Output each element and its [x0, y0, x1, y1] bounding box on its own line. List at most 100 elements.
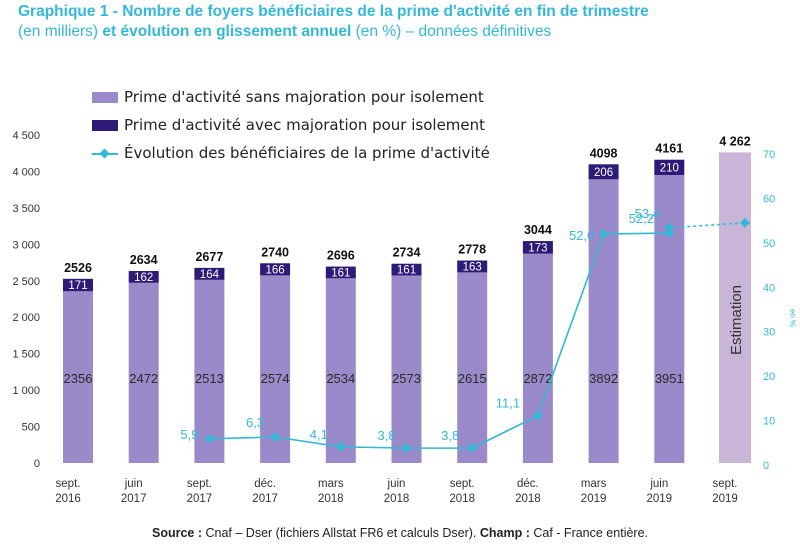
bar-label-sans-majoration: 2534: [326, 371, 355, 386]
line-point: [270, 432, 281, 442]
source-label: Source :: [151, 526, 202, 540]
bar-avec-majoration: [457, 260, 488, 273]
bar-sans-majoration: [128, 282, 159, 463]
bar-avec-majoration: [325, 266, 356, 279]
line-point: [598, 229, 609, 239]
line-data-label: 53,4: [635, 206, 660, 221]
champ-label: Champ :: [479, 526, 530, 540]
bar-total-label: 4098: [590, 146, 618, 160]
line-segment: [603, 232, 670, 235]
x-tick-label-period: sept.: [713, 478, 738, 490]
bar-total-label: 2526: [64, 261, 92, 275]
y-right-axis-label: en %: [788, 309, 797, 327]
bar-label-avec-majoration: 162: [134, 272, 153, 284]
y-right-tick-label: 40: [763, 282, 775, 294]
x-tick-label-period: juin: [124, 478, 143, 490]
source-text: Cnaf – Dser (fichiers Allstat FR6 et cal…: [205, 526, 477, 540]
y-left-tick-label: 3 000: [12, 239, 40, 251]
bar-total-label: 3044: [524, 223, 552, 237]
legend-label-evolution: Évolution des bénéficiaires de la prime …: [124, 144, 490, 162]
y-left-tick-label: 2 000: [12, 312, 40, 324]
bar-avec-majoration: [391, 263, 422, 276]
y-right-tick-label: 50: [763, 238, 775, 250]
x-tick-label-year: 2016: [55, 493, 81, 505]
x-tick-label-year: 2018: [449, 493, 475, 505]
chart-source: Source : Cnaf – Dser (fichiers Allstat F…: [0, 526, 800, 540]
x-tick-label-year: 2019: [712, 493, 738, 505]
chart-title: Graphique 1 - Nombre de foyers bénéficia…: [18, 2, 788, 42]
line-segment: [209, 436, 276, 440]
line-point: [335, 441, 346, 452]
line-point: [532, 410, 543, 421]
bar-total-label: 4 262: [719, 134, 750, 148]
bar-sans-majoration: [325, 278, 356, 463]
bar-label-avec-majoration: 171: [68, 280, 87, 292]
bar-label-sans-majoration: 2872: [523, 371, 552, 386]
x-tick-label-year: 2017: [187, 493, 213, 505]
x-tick-label-year: 2018: [515, 493, 541, 505]
bar-label-sans-majoration: 2574: [261, 371, 290, 386]
line-segment: [471, 414, 539, 449]
estimate-label: Estimation: [728, 285, 745, 355]
y-left-tick-label: 1 000: [12, 385, 40, 397]
bar-avec-majoration: [128, 271, 159, 283]
x-tick-label-year: 2018: [318, 493, 344, 505]
line-data-label: 52,0: [569, 228, 594, 243]
bar-label-sans-majoration: 3951: [655, 371, 684, 386]
line-data-label: 4,1: [310, 427, 328, 442]
x-tick-label-year: 2017: [121, 493, 147, 505]
bar-sans-majoration: [457, 272, 488, 463]
line-segment: [340, 445, 407, 449]
y-right-tick-label: 70: [763, 149, 775, 161]
bar-label-sans-majoration: 3892: [589, 371, 618, 386]
y-right-tick-label: 20: [763, 371, 775, 383]
bar-total-label: 2696: [327, 249, 355, 263]
bar-avec-majoration: [588, 164, 619, 180]
line-point: [664, 228, 675, 239]
champ-text: Caf - France entière.: [533, 526, 649, 540]
legend-swatch-sans-majoration: [92, 92, 118, 103]
line-data-label: 11,1: [496, 396, 520, 411]
x-tick-label-period: déc.: [254, 478, 276, 490]
x-tick-label-period: déc.: [517, 478, 539, 490]
bar-avec-majoration: [260, 263, 291, 276]
bar-total-label: 4161: [655, 142, 683, 156]
y-right-tick-label: 10: [763, 416, 775, 428]
line-data-label: 5,9: [180, 427, 198, 442]
bar-total-label: 2734: [393, 246, 421, 260]
bar-label-avec-majoration: 210: [660, 162, 679, 174]
y-left-tick-label: 4 500: [12, 130, 40, 142]
bar-label-sans-majoration: 2513: [195, 371, 224, 386]
y-left-tick-label: 3 500: [12, 203, 40, 215]
chart-title-line2: (en milliers) et évolution en glissement…: [18, 22, 788, 42]
bar-total-label: 2634: [130, 253, 158, 267]
bar-sans-majoration: [194, 279, 225, 463]
bar-sans-majoration: [522, 253, 553, 463]
bar-avec-majoration: [194, 267, 225, 280]
bar-total-label: 2677: [195, 250, 223, 264]
line-point: [664, 222, 675, 233]
legend-label-sans-majoration: Prime d'activité sans majoration pour is…: [124, 88, 484, 106]
x-tick-label-year: 2018: [384, 493, 410, 505]
x-tick-label-period: juin: [649, 478, 668, 490]
bar-sans-majoration: [588, 179, 619, 463]
bar-label-avec-majoration: 164: [200, 269, 220, 281]
chart-title-line1: Graphique 1 - Nombre de foyers bénéficia…: [18, 3, 649, 20]
line-data-label: 6,3: [246, 415, 264, 430]
x-tick-label-year: 2019: [647, 493, 673, 505]
y-left-tick-label: 4 000: [12, 166, 40, 178]
bar-label-avec-majoration: 163: [463, 261, 482, 273]
y-left-tick-label: 500: [22, 422, 40, 434]
line-segment: [537, 233, 605, 416]
bar-label-sans-majoration: 2472: [129, 371, 158, 386]
y-right-tick-label: 30: [763, 327, 775, 339]
line-data-label: 52,2: [629, 211, 654, 226]
title-unit: (en milliers): [18, 23, 99, 40]
line-point: [401, 443, 412, 454]
line-point: [204, 433, 215, 444]
y-left-tick-label: 1 500: [12, 349, 40, 361]
bar-sans-majoration: [260, 275, 291, 463]
x-tick-label-period: mars: [318, 478, 344, 490]
bar-label-avec-majoration: 206: [594, 167, 613, 179]
